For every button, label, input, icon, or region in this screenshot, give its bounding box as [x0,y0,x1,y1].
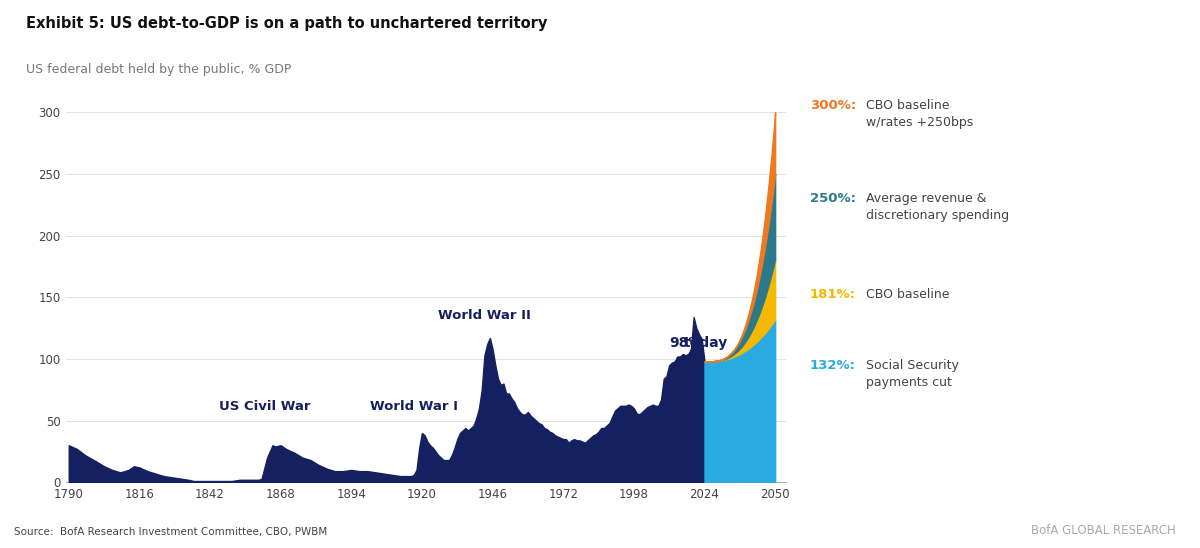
Text: US federal debt held by the public, % GDP: US federal debt held by the public, % GD… [26,63,292,76]
Text: Source:  BofA Research Investment Committee, CBO, PWBM: Source: BofA Research Investment Committ… [14,527,328,537]
Text: 98%: 98% [670,336,702,350]
Text: 132%:: 132%: [810,359,856,372]
Text: today: today [684,336,728,350]
Text: World War I: World War I [370,400,457,413]
Text: 300%:: 300%: [810,99,857,112]
Text: World War II: World War II [438,309,530,322]
Text: CBO baseline: CBO baseline [866,288,950,301]
Text: 250%:: 250%: [810,192,856,205]
Text: 181%:: 181%: [810,288,856,301]
Text: BofA GLOBAL RESEARCH: BofA GLOBAL RESEARCH [1031,524,1176,537]
Text: Social Security
payments cut: Social Security payments cut [866,359,959,389]
Text: US Civil War: US Civil War [218,400,310,413]
Text: CBO baseline
w/rates +250bps: CBO baseline w/rates +250bps [866,99,973,129]
Text: Average revenue &
discretionary spending: Average revenue & discretionary spending [866,192,1009,222]
Text: Exhibit 5: US debt-to-GDP is on a path to unchartered territory: Exhibit 5: US debt-to-GDP is on a path t… [26,16,547,31]
